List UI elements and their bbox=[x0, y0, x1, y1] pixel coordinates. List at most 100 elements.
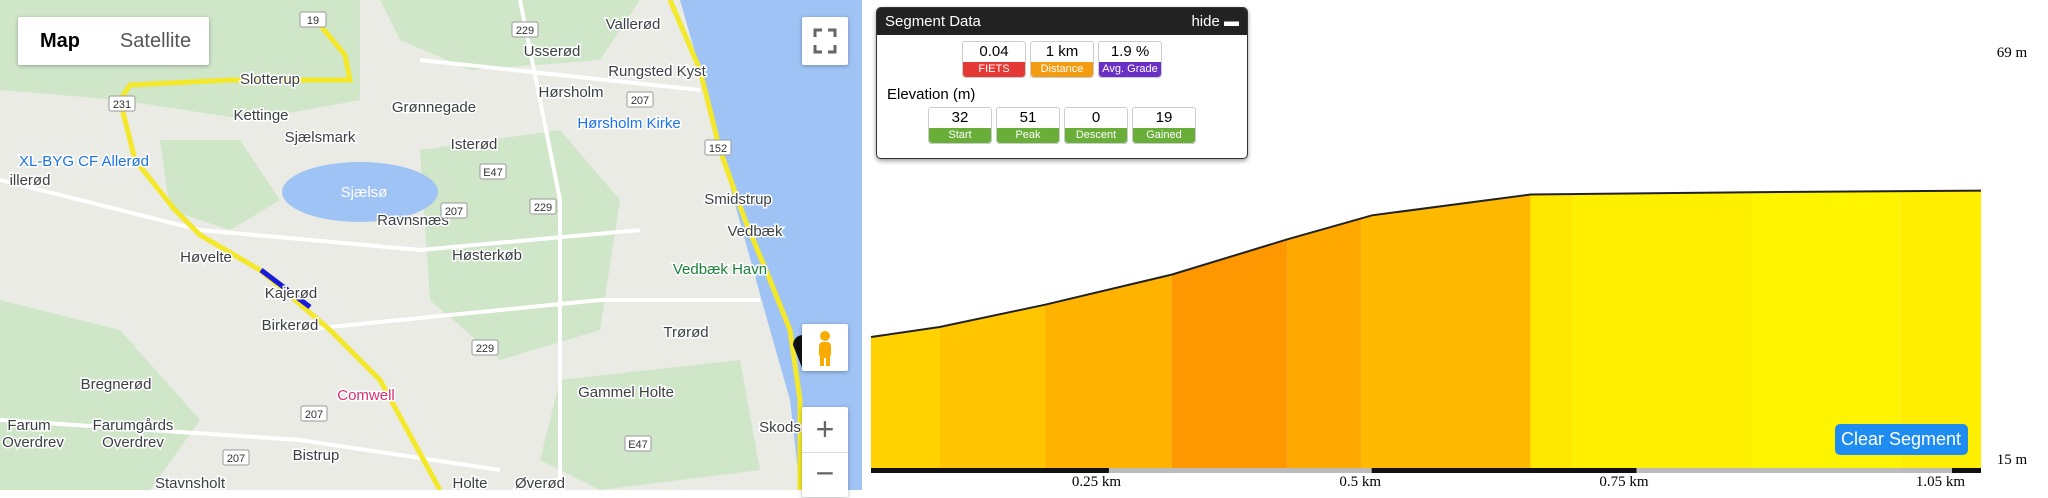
road-number: 207 bbox=[227, 453, 245, 465]
road-shield bbox=[440, 202, 468, 219]
place-label: Hørsholm bbox=[538, 84, 603, 101]
stat-value: 32 bbox=[951, 109, 969, 126]
place-label: Vedbæk Havn bbox=[673, 261, 767, 278]
selected-segment bbox=[259, 268, 312, 309]
grade-band bbox=[1572, 190, 1753, 468]
x-tick-label: 1.05 km bbox=[1916, 474, 1966, 490]
road-number: 229 bbox=[476, 343, 494, 355]
road-number: E47 bbox=[628, 439, 648, 451]
place-label: Vedbæk bbox=[727, 223, 783, 240]
x-tick-label: 0.5 km bbox=[1339, 474, 1381, 490]
stat: 32 Start bbox=[928, 107, 992, 144]
place-label: Holte bbox=[452, 475, 487, 490]
place-label: Høvelte bbox=[180, 249, 232, 266]
stat: 0 Descent bbox=[1064, 107, 1128, 144]
grade-band bbox=[1530, 190, 1573, 468]
clear-segment-label: Clear Segment bbox=[1841, 429, 1961, 449]
road-shield bbox=[624, 435, 652, 452]
hide-button[interactable]: hide ▬ bbox=[1191, 13, 1239, 30]
stat-label: Avg. Grade bbox=[1099, 62, 1161, 77]
road-number: 231 bbox=[113, 99, 131, 111]
place-label: Kettinge bbox=[233, 107, 288, 124]
fullscreen-button[interactable] bbox=[802, 17, 848, 65]
stat-value: 1.9 % bbox=[1110, 43, 1150, 60]
place-label: Ravnsnæs bbox=[377, 212, 449, 229]
axis-bar bbox=[1108, 468, 1373, 473]
place-label: Trørød bbox=[663, 324, 708, 341]
stat: 19 Gained bbox=[1132, 107, 1196, 144]
zoom-in[interactable]: + bbox=[815, 411, 835, 447]
route bbox=[117, 11, 443, 490]
stat: 1.9 % Avg. Grade bbox=[1098, 41, 1162, 78]
road-shield bbox=[300, 405, 328, 422]
zoom-out[interactable]: − bbox=[802, 452, 848, 498]
road-number: 229 bbox=[534, 202, 552, 214]
place-label: Stavnsholt bbox=[155, 475, 226, 490]
pegman-icon bbox=[819, 331, 831, 366]
place-label: Farumgårds bbox=[93, 417, 174, 434]
y-tick-label: 69 m bbox=[1997, 45, 2028, 61]
place-label: Bistrup bbox=[293, 447, 340, 464]
place-label: Usserød bbox=[524, 43, 581, 60]
place-label: Comwell bbox=[337, 387, 395, 404]
satellite-button[interactable]: Satellite bbox=[119, 30, 192, 52]
roads bbox=[0, 0, 760, 490]
place-label: Overdrev bbox=[2, 434, 64, 451]
place-label: Gammel Holte bbox=[578, 384, 674, 401]
panel-header: Segment Data hide ▬ bbox=[877, 8, 1247, 35]
stat-label: Distance bbox=[1031, 62, 1093, 77]
axis-bar bbox=[1635, 468, 1953, 473]
place-label: Birkerød bbox=[262, 317, 319, 334]
place-label: Sjælsø bbox=[341, 184, 388, 201]
stat: 51 Peak bbox=[996, 107, 1060, 144]
hide-label: hide bbox=[1191, 13, 1220, 30]
place-label: Slotterup bbox=[240, 71, 300, 88]
place-label: Sjælsmark bbox=[285, 129, 356, 146]
clear-segment-button[interactable] bbox=[1835, 424, 1968, 455]
road-number: 152 bbox=[709, 143, 727, 155]
stat-value: 1 km bbox=[1045, 43, 1079, 60]
place-label: Kajerød bbox=[265, 285, 318, 302]
place-label: Smidstrup bbox=[704, 191, 772, 208]
map-button[interactable]: Map bbox=[40, 30, 80, 52]
road-number: 207 bbox=[445, 206, 463, 218]
pegman[interactable] bbox=[802, 324, 848, 371]
road-shield bbox=[704, 139, 732, 156]
place-label: XL-BYG CF Allerød bbox=[19, 153, 149, 170]
stat-value: 19 bbox=[1155, 109, 1173, 126]
stat-label: Peak bbox=[997, 128, 1059, 143]
road-number: 207 bbox=[631, 95, 649, 107]
road-shield bbox=[222, 449, 250, 466]
stat-value: 51 bbox=[1019, 109, 1037, 126]
grade-band bbox=[1752, 190, 1900, 468]
road-shield bbox=[626, 91, 654, 108]
place-label: Rungsted Kyst bbox=[608, 63, 706, 80]
road-number: 19 bbox=[307, 15, 319, 27]
map[interactable]: Vallerød Usserød Rungsted Kyst Slotterup Hør… bbox=[0, 0, 862, 490]
grade-band bbox=[1287, 190, 1362, 468]
stat: 1 km Distance bbox=[1030, 41, 1094, 78]
segment-panel: Segment Data hide ▬ 0.04 FIETS 1 km Distance… bbox=[876, 7, 1248, 159]
road-shield bbox=[479, 163, 507, 180]
road-shield bbox=[529, 198, 557, 215]
road-number: 229 bbox=[516, 25, 534, 37]
axis-bar bbox=[1372, 468, 1636, 473]
stat-value: 0.04 bbox=[979, 43, 1009, 60]
road-number: E47 bbox=[483, 167, 503, 179]
road-shield bbox=[299, 11, 327, 28]
stat-label: Gained bbox=[1133, 128, 1195, 143]
road-shield bbox=[471, 339, 499, 356]
stat: 0.04 FIETS bbox=[962, 41, 1026, 78]
elevation-title: Elevation (m) bbox=[887, 86, 976, 103]
place-label: Bregnerød bbox=[81, 376, 152, 393]
fullscreen-icon bbox=[813, 28, 837, 54]
grade-band bbox=[1361, 190, 1531, 468]
axis-bar bbox=[871, 468, 1109, 473]
y-tick-label: 15 m bbox=[1997, 452, 2028, 468]
grade-band bbox=[1899, 190, 1981, 468]
place-label: Vallerød bbox=[606, 16, 661, 33]
place-label: Grønnegade bbox=[392, 99, 476, 116]
place-label: illerød bbox=[10, 172, 51, 189]
road-shield bbox=[511, 21, 539, 38]
